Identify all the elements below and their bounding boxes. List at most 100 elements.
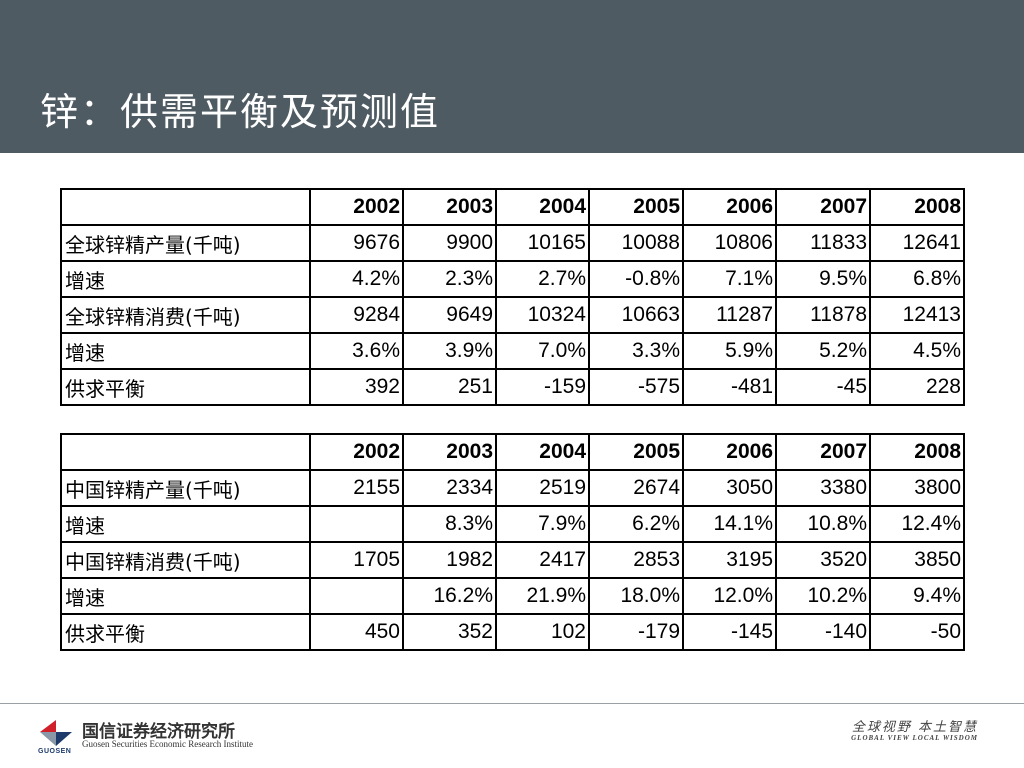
table-row: 中国锌精消费(千吨) 1705 1982 2417 2853 3195 3520… bbox=[60, 541, 965, 579]
table-cell: 10663 bbox=[588, 296, 684, 334]
table-cell bbox=[309, 505, 404, 543]
table-cell: 10324 bbox=[495, 296, 590, 334]
table-cell: 4.2% bbox=[309, 260, 404, 298]
table-cell bbox=[309, 577, 404, 615]
year-header: 2002 bbox=[309, 433, 404, 471]
china-zinc-table: 2002 2003 2004 2005 2006 2007 2008 中国锌精产… bbox=[60, 433, 965, 651]
table-cell: 3.3% bbox=[588, 332, 684, 370]
table-cell: -575 bbox=[588, 368, 684, 406]
table-cell: 21.9% bbox=[495, 577, 590, 615]
table-cell: 1705 bbox=[309, 541, 404, 579]
table-header-row: 2002 2003 2004 2005 2006 2007 2008 bbox=[60, 188, 965, 226]
year-header: 2008 bbox=[869, 433, 965, 471]
table-cell: 10088 bbox=[588, 224, 684, 262]
table-cell: -179 bbox=[588, 613, 684, 651]
table-cell: 2155 bbox=[309, 469, 404, 507]
table-cell: 12.0% bbox=[682, 577, 777, 615]
table-cell: -140 bbox=[775, 613, 871, 651]
table-cell: 10.8% bbox=[775, 505, 871, 543]
table-cell: 10165 bbox=[495, 224, 590, 262]
table-row: 全球锌精产量(千吨) 9676 9900 10165 10088 10806 1… bbox=[60, 224, 965, 262]
table-row: 增速 8.3% 7.9% 6.2% 14.1% 10.8% 12.4% bbox=[60, 505, 965, 543]
table-cell: -159 bbox=[495, 368, 590, 406]
table-cell: 228 bbox=[869, 368, 965, 406]
row-label: 中国锌精消费(千吨) bbox=[60, 541, 311, 579]
table-cell: 2519 bbox=[495, 469, 590, 507]
table-cell: 2674 bbox=[588, 469, 684, 507]
row-label: 全球锌精产量(千吨) bbox=[60, 224, 311, 262]
table-cell: 9900 bbox=[402, 224, 497, 262]
year-header: 2005 bbox=[588, 433, 684, 471]
company-name-cn: 国信证券经济研究所 bbox=[82, 722, 235, 742]
table-cell: -0.8% bbox=[588, 260, 684, 298]
table-cell: 18.0% bbox=[588, 577, 684, 615]
table-cell: 1982 bbox=[402, 541, 497, 579]
header-empty-cell bbox=[60, 188, 311, 226]
header-empty-cell bbox=[60, 433, 311, 471]
table-cell: 6.8% bbox=[869, 260, 965, 298]
slogan-en: GLOBAL VIEW LOCAL WISDOM bbox=[851, 734, 978, 742]
table-cell: 9.5% bbox=[775, 260, 871, 298]
table-cell: 251 bbox=[402, 368, 497, 406]
table-cell: -145 bbox=[682, 613, 777, 651]
table-cell: 2.7% bbox=[495, 260, 590, 298]
row-label: 增速 bbox=[60, 577, 311, 615]
table-cell: 4.5% bbox=[869, 332, 965, 370]
table-cell: 11287 bbox=[682, 296, 777, 334]
company-name-en: Guosen Securities Economic Research Inst… bbox=[82, 739, 253, 749]
year-header: 2008 bbox=[869, 188, 965, 226]
table-cell: 9284 bbox=[309, 296, 404, 334]
row-label: 增速 bbox=[60, 332, 311, 370]
footer-divider bbox=[0, 703, 1024, 704]
guosen-logo-icon bbox=[40, 720, 72, 746]
table-cell: 10.2% bbox=[775, 577, 871, 615]
title-banner: 锌：供需平衡及预测值 bbox=[0, 0, 1024, 153]
table-row: 增速 4.2% 2.3% 2.7% -0.8% 7.1% 9.5% 6.8% bbox=[60, 260, 965, 298]
table-cell: 2853 bbox=[588, 541, 684, 579]
table-cell: 11878 bbox=[775, 296, 871, 334]
table-cell: -50 bbox=[869, 613, 965, 651]
table-row: 供求平衡 392 251 -159 -575 -481 -45 228 bbox=[60, 368, 965, 406]
table-cell: 6.2% bbox=[588, 505, 684, 543]
table-cell: 3850 bbox=[869, 541, 965, 579]
table-cell: 3380 bbox=[775, 469, 871, 507]
table-cell: 7.0% bbox=[495, 332, 590, 370]
table-row: 中国锌精产量(千吨) 2155 2334 2519 2674 3050 3380… bbox=[60, 469, 965, 507]
table-cell: 352 bbox=[402, 613, 497, 651]
table-cell: 3.6% bbox=[309, 332, 404, 370]
year-header: 2003 bbox=[402, 433, 497, 471]
table-cell: 3.9% bbox=[402, 332, 497, 370]
year-header: 2006 bbox=[682, 433, 777, 471]
year-header: 2003 bbox=[402, 188, 497, 226]
table-cell: 2.3% bbox=[402, 260, 497, 298]
table-cell: 5.9% bbox=[682, 332, 777, 370]
table-cell: 3520 bbox=[775, 541, 871, 579]
table-cell: 5.2% bbox=[775, 332, 871, 370]
row-label: 供求平衡 bbox=[60, 368, 311, 406]
row-label: 供求平衡 bbox=[60, 613, 311, 651]
table-cell: 3195 bbox=[682, 541, 777, 579]
table-cell: 450 bbox=[309, 613, 404, 651]
page-title: 锌：供需平衡及预测值 bbox=[40, 90, 441, 134]
year-header: 2004 bbox=[495, 188, 590, 226]
table-cell: 3050 bbox=[682, 469, 777, 507]
row-label: 中国锌精产量(千吨) bbox=[60, 469, 311, 507]
global-zinc-table: 2002 2003 2004 2005 2006 2007 2008 全球锌精产… bbox=[60, 188, 965, 406]
table-cell: 7.1% bbox=[682, 260, 777, 298]
table-cell: 3800 bbox=[869, 469, 965, 507]
table-cell: 2334 bbox=[402, 469, 497, 507]
table-cell: 7.9% bbox=[495, 505, 590, 543]
table-cell: 9.4% bbox=[869, 577, 965, 615]
table-cell: 392 bbox=[309, 368, 404, 406]
table-cell: 102 bbox=[495, 613, 590, 651]
table-cell: 12413 bbox=[869, 296, 965, 334]
table-cell: 12.4% bbox=[869, 505, 965, 543]
table-row: 增速 16.2% 21.9% 18.0% 12.0% 10.2% 9.4% bbox=[60, 577, 965, 615]
row-label: 全球锌精消费(千吨) bbox=[60, 296, 311, 334]
table-cell: 8.3% bbox=[402, 505, 497, 543]
year-header: 2002 bbox=[309, 188, 404, 226]
table-row: 供求平衡 450 352 102 -179 -145 -140 -50 bbox=[60, 613, 965, 651]
table-cell: 12641 bbox=[869, 224, 965, 262]
year-header: 2004 bbox=[495, 433, 590, 471]
table-header-row: 2002 2003 2004 2005 2006 2007 2008 bbox=[60, 433, 965, 471]
